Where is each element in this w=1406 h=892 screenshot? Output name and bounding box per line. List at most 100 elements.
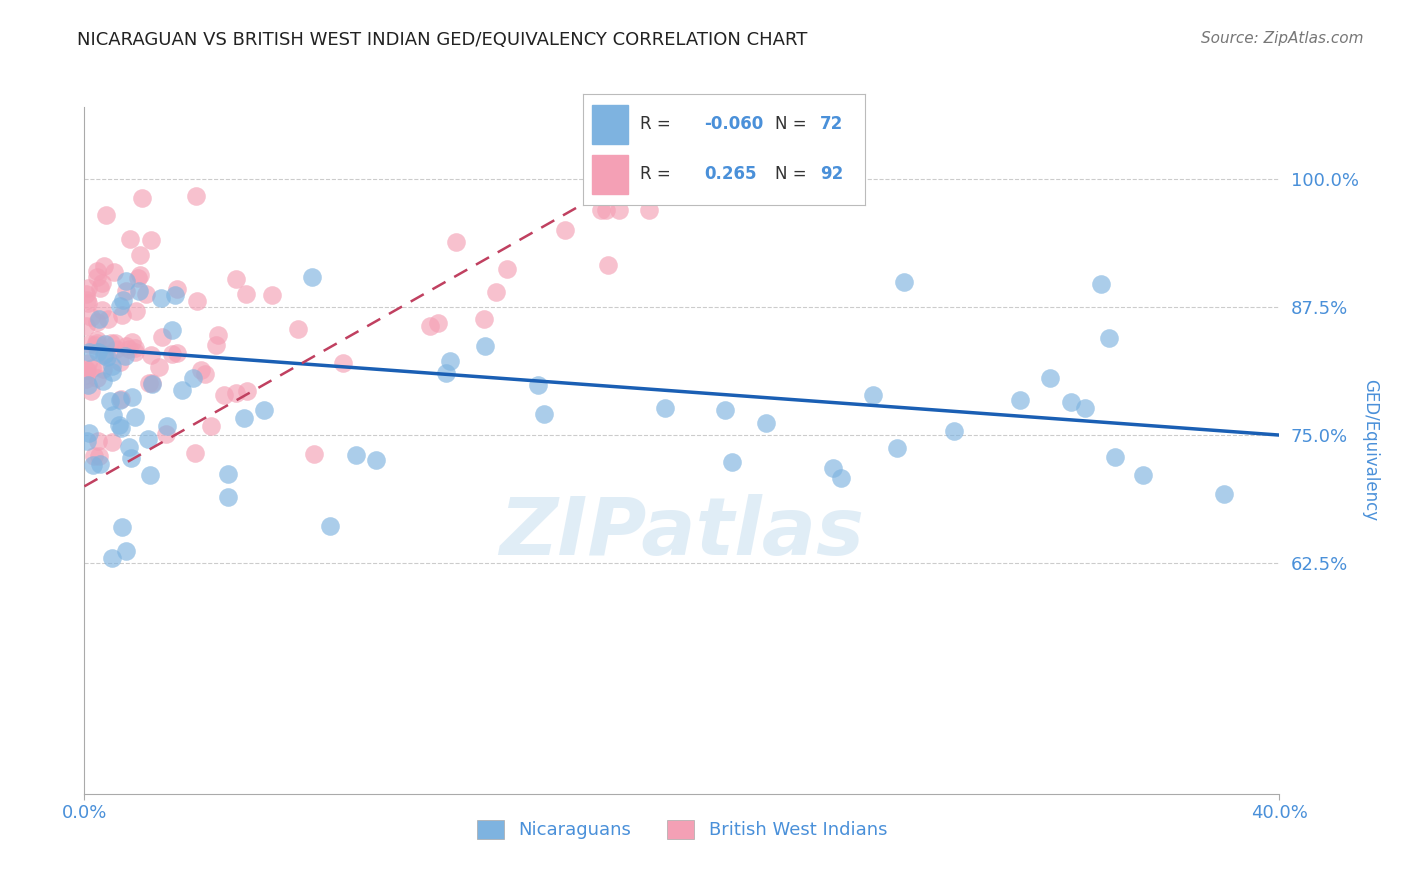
- Point: [101, 551, 124, 566]
- Point: [82, 458, 104, 472]
- Bar: [592, 104, 628, 144]
- Legend: Nicaraguans, British West Indians: Nicaraguans, British West Indians: [470, 813, 894, 847]
- Point: [166, 282, 188, 296]
- Point: [287, 322, 309, 336]
- Point: [830, 471, 852, 485]
- Point: [166, 345, 188, 359]
- Point: [124, 410, 146, 425]
- Point: [110, 421, 132, 435]
- Point: [139, 468, 162, 483]
- Point: [97, 312, 120, 326]
- Point: [654, 401, 676, 416]
- Point: [127, 271, 149, 285]
- Text: N =: N =: [775, 166, 811, 184]
- Point: [108, 355, 131, 369]
- Point: [148, 359, 170, 374]
- Point: [80, 310, 103, 325]
- Point: [86, 434, 108, 448]
- Point: [714, 402, 737, 417]
- Point: [1132, 468, 1154, 483]
- Point: [1104, 450, 1126, 464]
- Point: [301, 269, 323, 284]
- Point: [124, 345, 146, 359]
- Point: [186, 189, 208, 203]
- Bar: [592, 155, 628, 194]
- Point: [252, 402, 274, 417]
- Point: [128, 285, 150, 299]
- Point: [207, 328, 229, 343]
- Point: [181, 371, 204, 385]
- Point: [1008, 393, 1031, 408]
- Point: [139, 234, 162, 248]
- Point: [87, 345, 110, 359]
- Point: [90, 276, 112, 290]
- Point: [75, 368, 97, 382]
- Point: [155, 427, 177, 442]
- Text: N =: N =: [775, 115, 811, 133]
- Point: [110, 392, 132, 406]
- Point: [862, 388, 884, 402]
- Point: [129, 248, 152, 262]
- Point: [112, 293, 135, 307]
- Point: [217, 490, 239, 504]
- Point: [1039, 371, 1062, 385]
- Point: [110, 393, 132, 408]
- Point: [93, 348, 115, 362]
- Point: [100, 394, 122, 409]
- Point: [91, 374, 114, 388]
- Text: Source: ZipAtlas.com: Source: ZipAtlas.com: [1201, 31, 1364, 46]
- Point: [125, 304, 148, 318]
- Point: [225, 386, 247, 401]
- Point: [114, 273, 136, 287]
- Point: [104, 336, 127, 351]
- Point: [591, 202, 613, 217]
- Point: [77, 378, 100, 392]
- Point: [150, 291, 173, 305]
- Point: [89, 280, 111, 294]
- Point: [108, 418, 131, 433]
- Point: [474, 339, 496, 353]
- Point: [472, 312, 495, 326]
- Point: [86, 264, 108, 278]
- Point: [821, 460, 844, 475]
- Point: [86, 336, 108, 351]
- Point: [115, 285, 138, 299]
- Point: [83, 449, 105, 463]
- Point: [434, 366, 457, 380]
- Point: [77, 281, 100, 295]
- Point: [186, 293, 208, 308]
- Point: [204, 337, 226, 351]
- Point: [94, 347, 117, 361]
- Point: [596, 258, 619, 272]
- Text: ZIPatlas: ZIPatlas: [499, 494, 865, 572]
- Point: [1212, 487, 1234, 501]
- Point: [86, 333, 108, 347]
- Point: [721, 455, 744, 469]
- Point: [319, 519, 342, 533]
- Point: [105, 342, 128, 356]
- Text: 92: 92: [820, 166, 844, 184]
- Point: [86, 316, 108, 330]
- Point: [118, 342, 141, 356]
- Text: NICARAGUAN VS BRITISH WEST INDIAN GED/EQUIVALENCY CORRELATION CHART: NICARAGUAN VS BRITISH WEST INDIAN GED/EQ…: [77, 31, 807, 49]
- Point: [120, 451, 142, 466]
- Point: [886, 442, 908, 456]
- Text: -0.060: -0.060: [704, 115, 763, 133]
- Point: [150, 329, 173, 343]
- Point: [426, 317, 449, 331]
- Point: [1097, 331, 1119, 345]
- Point: [100, 365, 122, 379]
- Point: [76, 293, 98, 308]
- Point: [121, 390, 143, 404]
- Point: [160, 347, 183, 361]
- Point: [91, 302, 114, 317]
- Point: [235, 287, 257, 301]
- Point: [138, 376, 160, 390]
- Point: [87, 311, 110, 326]
- Point: [77, 426, 100, 441]
- Point: [170, 383, 193, 397]
- Point: [160, 323, 183, 337]
- Point: [533, 407, 555, 421]
- Point: [595, 202, 617, 217]
- Point: [485, 285, 508, 299]
